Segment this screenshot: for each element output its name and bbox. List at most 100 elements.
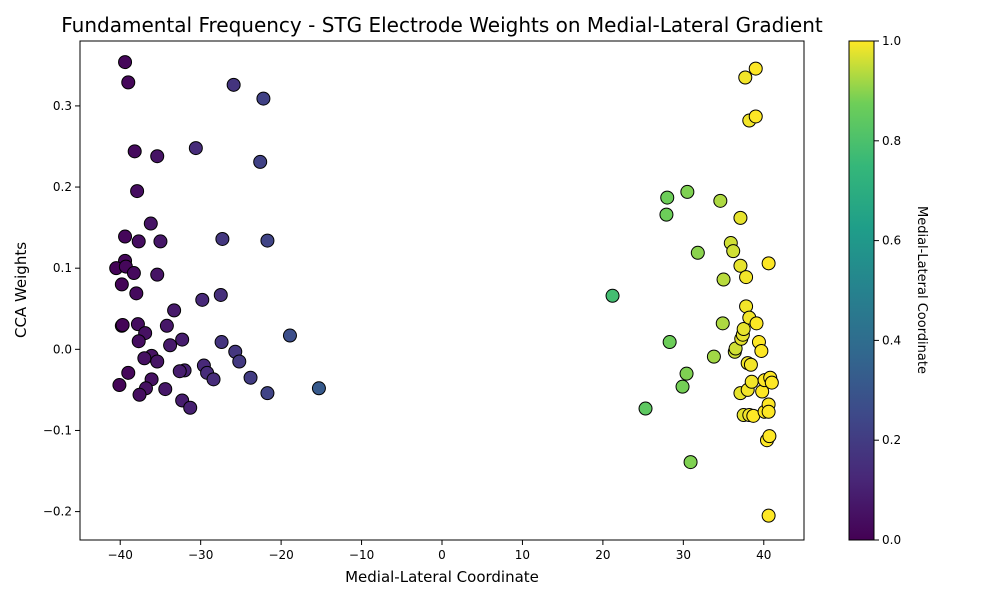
colorbar-tick-label: 0.2 [882, 433, 901, 447]
x-axis-ticks: −40 −30 −20 −10 0 10 20 30 40 [108, 540, 771, 562]
data-point [256, 91, 271, 106]
data-point [679, 366, 694, 381]
data-point [311, 381, 326, 396]
x-tick-label: 20 [595, 548, 610, 562]
x-tick-label: −40 [108, 548, 133, 562]
data-point [675, 379, 690, 394]
colorbar-tick-label: 0.0 [882, 533, 901, 547]
data-point [243, 370, 258, 385]
data-point [733, 258, 748, 273]
chart-title: Fundamental Frequency - STG Electrode We… [61, 13, 823, 37]
data-point [183, 400, 198, 415]
data-point [762, 429, 777, 444]
colorbar: 0.0 0.2 0.4 0.6 0.8 1.0 Medial-Lateral Coordi… [848, 34, 929, 547]
data-point [716, 272, 731, 287]
data-point [761, 404, 776, 419]
data-point [206, 372, 221, 387]
colorbar-tick-label: 1.0 [882, 34, 901, 48]
data-point [736, 322, 751, 337]
y-tick-label: −0.1 [43, 423, 72, 437]
data-point [121, 75, 136, 90]
data-point [167, 303, 182, 318]
data-point [715, 316, 730, 331]
colorbar-tick-label: 0.6 [882, 234, 901, 248]
data-point [213, 287, 228, 302]
data-point [232, 354, 247, 369]
colorbar-gradient [848, 40, 875, 541]
data-point [195, 292, 210, 307]
y-tick-label: 0.3 [53, 99, 72, 113]
data-point [150, 354, 165, 369]
data-point [118, 229, 133, 244]
data-point [114, 277, 129, 292]
data-point [662, 335, 677, 350]
data-point [748, 61, 763, 76]
points-layer [109, 55, 779, 523]
plot-area: −40 −30 −20 −10 0 10 20 30 40 −0.2 −0.1 0.0 0.1 0.2 0… [43, 40, 805, 562]
colorbar-label: Medial-Lateral Coordinate [914, 206, 929, 374]
x-tick-label: 10 [515, 548, 530, 562]
data-point [129, 286, 144, 301]
data-point [726, 244, 741, 259]
data-point [749, 316, 764, 331]
data-point [260, 386, 275, 401]
data-point [159, 318, 174, 333]
data-point [127, 144, 142, 159]
data-point [188, 141, 203, 156]
data-point [158, 382, 173, 397]
plot-frame [80, 41, 804, 540]
data-point [761, 508, 776, 523]
data-point [605, 288, 620, 303]
data-point [115, 317, 130, 332]
data-point [112, 378, 127, 393]
data-point [754, 343, 769, 358]
y-tick-label: 0.2 [53, 180, 72, 194]
data-point [150, 267, 165, 282]
data-point [659, 207, 674, 222]
y-axis-label: CCA Weights [12, 242, 30, 338]
data-point [680, 184, 695, 199]
x-tick-label: −20 [268, 548, 293, 562]
data-point [130, 184, 145, 199]
data-point [153, 234, 168, 249]
data-point [137, 351, 152, 366]
data-point [172, 364, 187, 379]
data-point [744, 374, 759, 389]
data-point [638, 401, 653, 416]
x-tick-label: 30 [676, 548, 691, 562]
data-point [743, 357, 758, 372]
colorbar-tick-label: 0.4 [882, 333, 901, 347]
data-point [683, 455, 698, 470]
data-point [215, 231, 230, 246]
data-point [761, 256, 776, 271]
data-point [739, 270, 754, 285]
data-point [733, 210, 748, 225]
data-point [163, 338, 178, 353]
y-tick-label: 0.0 [53, 342, 72, 356]
data-point [131, 334, 146, 349]
x-tick-label: −10 [349, 548, 374, 562]
x-tick-label: −30 [188, 548, 213, 562]
data-point [764, 375, 779, 390]
data-point [690, 245, 705, 260]
x-tick-label: 40 [756, 548, 771, 562]
data-point [126, 266, 141, 281]
x-tick-label: 0 [438, 548, 446, 562]
data-point [214, 335, 229, 350]
colorbar-ticks: 0.0 0.2 0.4 0.6 0.8 1.0 [874, 34, 901, 547]
y-tick-label: −0.2 [43, 505, 72, 519]
y-tick-label: 0.1 [53, 261, 72, 275]
y-axis-ticks: −0.2 −0.1 0.0 0.1 0.2 0.3 [43, 99, 80, 519]
data-point [660, 190, 675, 205]
x-axis-label: Medial-Lateral Coordinate [345, 568, 539, 586]
data-point [738, 70, 753, 85]
data-point [253, 154, 268, 169]
data-point [118, 55, 133, 70]
data-point [748, 109, 763, 124]
data-point [143, 216, 158, 231]
data-point [713, 193, 728, 208]
data-point [150, 149, 165, 164]
data-point [260, 233, 275, 248]
data-point [131, 234, 146, 249]
